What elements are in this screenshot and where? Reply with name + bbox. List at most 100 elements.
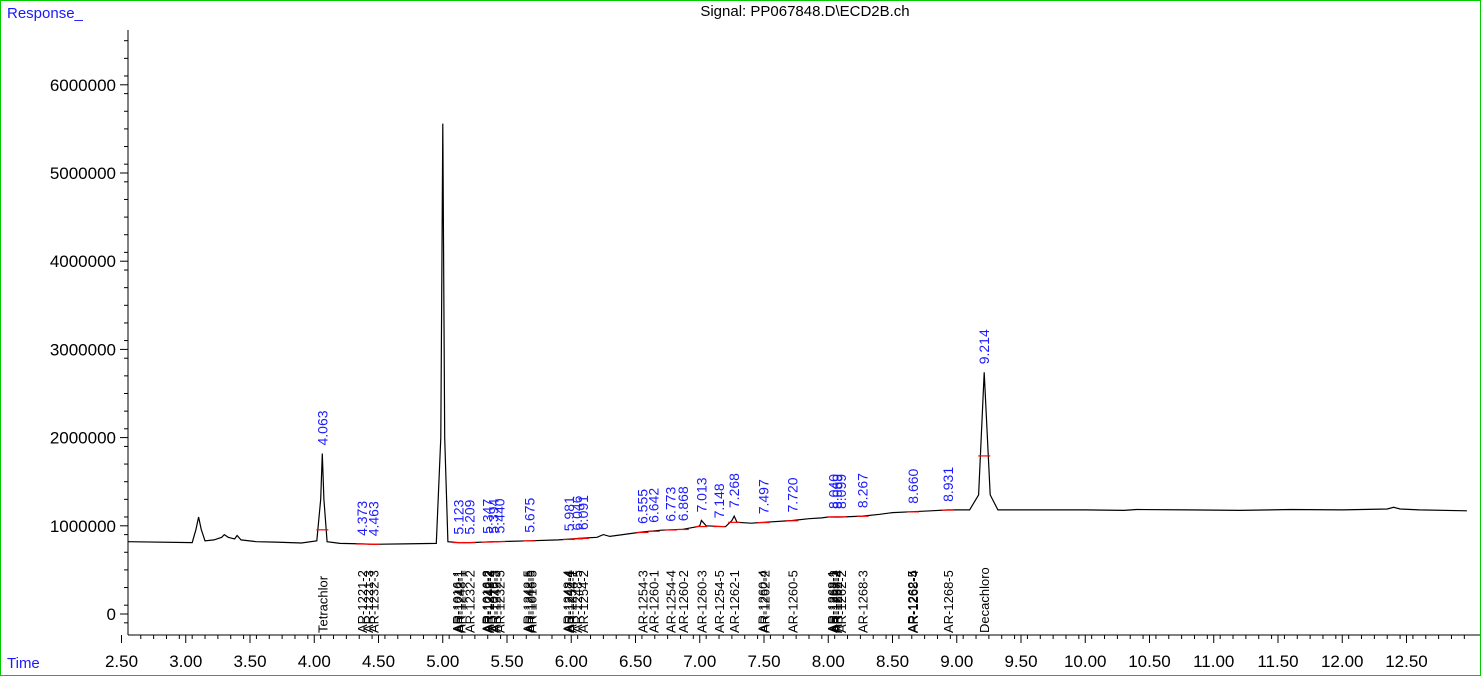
peak-rt-label: 5.981 — [561, 496, 577, 531]
x-tick-label: 5.00 — [426, 652, 459, 671]
compound-label: Tetrachlor — [315, 575, 330, 633]
x-tick-label: 6.50 — [619, 652, 652, 671]
y-tick-label: 1000000 — [50, 517, 116, 536]
compound-label: AR-1260-1 — [647, 570, 662, 633]
compound-label: AR-1268-1 — [825, 570, 840, 633]
compound-label: AR-1248-4 — [560, 570, 575, 633]
peak-rt-label: 8.069 — [829, 474, 845, 509]
compound-label: AR-1221-2 — [355, 570, 370, 633]
peak-rt-label: 7.268 — [726, 473, 742, 508]
compound-label: AR-1242-3 — [488, 570, 503, 633]
compound-label: AR-1248-5 — [523, 570, 538, 633]
x-tick-label: 6.00 — [555, 652, 588, 671]
compound-label: AR-1268-3 — [856, 570, 871, 633]
compound-label: AR-1268-5 — [941, 570, 956, 633]
compound-label: AR-1254-4 — [664, 570, 679, 633]
compound-label: AR-1262-3 — [826, 570, 841, 633]
x-tick-label: 7.00 — [683, 652, 716, 671]
compound-label: AR-1248-5 — [570, 570, 585, 633]
peak-rt-label: 8.660 — [905, 468, 921, 503]
peak-rt-label: 5.440 — [491, 498, 507, 533]
y-axis-label: Response_ — [7, 5, 83, 22]
compound-label: AR-1260-3 — [694, 570, 709, 633]
compound-label: AR-1242-4 — [562, 570, 577, 633]
x-tick-label: 4.50 — [362, 652, 395, 671]
peak-rt-label: 9.214 — [976, 329, 992, 364]
compound-label: AR-1242-5 — [521, 570, 536, 633]
compound-label: AR-1248-2 — [482, 570, 497, 633]
peak-rt-label: 8.099 — [833, 474, 849, 509]
compound-label: AR-1232-2 — [463, 570, 478, 633]
peak-rt-label: 7.148 — [711, 483, 727, 518]
compound-label: AR-1254-3 — [636, 570, 651, 633]
compound-label: AR-1254-1 — [564, 570, 579, 633]
x-tick-label: 5.50 — [490, 652, 523, 671]
compound-label: AR-1260-5 — [785, 570, 800, 633]
compound-label: AR-1242-1 — [452, 570, 467, 633]
peak-rt-label: 6.091 — [575, 495, 591, 530]
x-tick-label: 3.00 — [169, 652, 202, 671]
compound-label: AR-1232-3 — [367, 570, 382, 633]
y-tick-label: 4000000 — [50, 252, 116, 271]
compound-label: AR-1232-5 — [492, 570, 507, 633]
chart-title: Signal: PP067848.D\ECD2B.ch — [700, 3, 910, 20]
x-tick-label: 3.50 — [233, 652, 266, 671]
y-tick-label: 2000000 — [50, 429, 116, 448]
peak-rt-label: 5.209 — [462, 499, 478, 534]
y-tick-label: 6000000 — [50, 76, 116, 95]
peak-rt-label: 5.675 — [522, 498, 538, 533]
x-tick-label: 11.00 — [1193, 652, 1234, 671]
peak-rt-label: 8.267 — [855, 473, 871, 508]
compound-label: AR-1254-5 — [712, 570, 727, 633]
peak-rt-label: 8.040 — [825, 474, 841, 509]
y-tick-label: 0 — [107, 605, 116, 624]
compound-label: AR-1262-1 — [727, 570, 742, 633]
peak-rt-label: 7.013 — [693, 477, 709, 512]
x-tick-label: 9.50 — [1004, 652, 1037, 671]
compound-label: AR-1268-4 — [906, 570, 921, 633]
peak-rt-label: 5.347 — [479, 499, 495, 534]
x-tick-label: 12.00 — [1321, 652, 1364, 671]
compound-label: AR-1016-5 — [524, 570, 539, 633]
peak-rt-label: 6.773 — [663, 487, 679, 522]
x-tick-label: 8.00 — [812, 652, 845, 671]
peak-rt-label: 7.720 — [784, 477, 800, 512]
x-tick-label: 10.50 — [1128, 652, 1171, 671]
x-tick-label: 12.50 — [1385, 652, 1428, 671]
compound-label: AR-1260-4 — [756, 570, 771, 633]
peak-rt-label: 5.394 — [485, 498, 501, 533]
x-axis-label: Time — [7, 655, 40, 672]
compound-label: AR-1016-3 — [486, 570, 501, 633]
compound-label: AR-1221-3 — [361, 570, 376, 633]
peak-rt-label: 4.463 — [366, 501, 382, 536]
peak-rt-label: 6.642 — [646, 488, 662, 523]
x-tick-label: 8.50 — [876, 652, 909, 671]
compound-label: AR-1016-2 — [479, 570, 494, 633]
peak-rt-label: 4.063 — [314, 410, 330, 445]
compound-label: AR-1262-4 — [830, 570, 845, 633]
compound-label: AR-1262-5 — [905, 570, 920, 633]
x-tick-label: 9.00 — [940, 652, 973, 671]
compound-label: AR-1268-2 — [828, 570, 843, 633]
compound-label: Decachloro — [977, 567, 992, 633]
compound-label: AR-1262-2 — [758, 570, 773, 633]
x-tick-label: 10.00 — [1064, 652, 1107, 671]
y-tick-label: 3000000 — [50, 340, 116, 359]
peak-rt-label: 6.046 — [569, 495, 585, 530]
peak-rt-label: 4.373 — [354, 501, 370, 536]
compound-label: AR-1260-2 — [676, 570, 691, 633]
compound-label: AR-1262-2 — [834, 570, 849, 633]
x-tick-label: 2.50 — [105, 652, 138, 671]
peak-rt-label: 7.497 — [756, 479, 772, 514]
compound-label: AR-1248-1 — [454, 570, 469, 633]
compound-label: AR-1016-1 — [450, 570, 465, 633]
peak-rt-label: 8.931 — [940, 467, 956, 502]
peak-rt-label: 6.868 — [675, 486, 691, 521]
x-tick-label: 11.50 — [1257, 652, 1298, 671]
x-tick-label: 7.50 — [747, 652, 780, 671]
peak-rt-label: 5.123 — [451, 499, 467, 534]
y-tick-label: 5000000 — [50, 164, 116, 183]
x-tick-label: 4.00 — [298, 652, 331, 671]
